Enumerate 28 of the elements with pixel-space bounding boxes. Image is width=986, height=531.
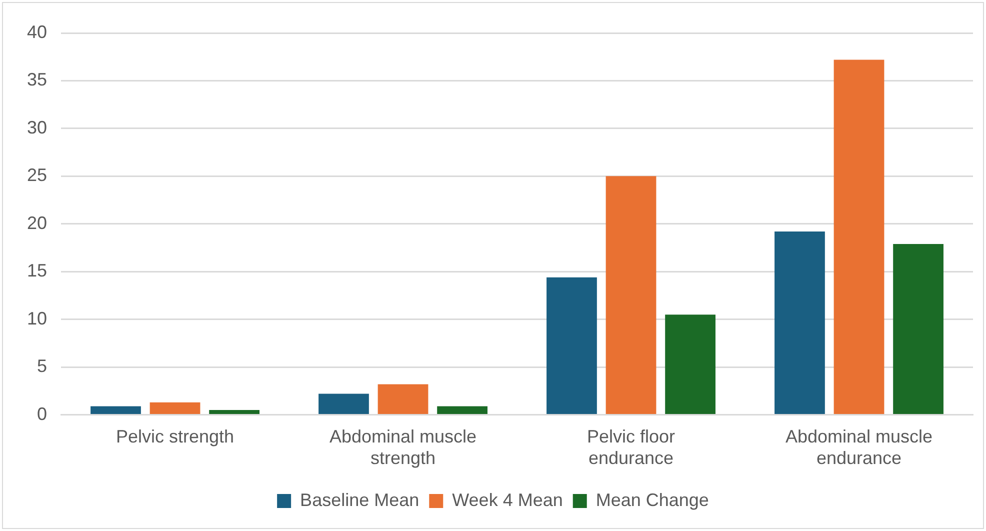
bar [774, 232, 825, 414]
legend-label: Mean Change [596, 490, 709, 510]
y-tick-label: 5 [37, 356, 48, 376]
y-tick-label: 20 [26, 212, 48, 233]
x-tick-label: Pelvic strength [116, 426, 234, 447]
bar [665, 314, 716, 414]
legend-label: Week 4 Mean [452, 490, 563, 510]
bar [318, 394, 369, 414]
bar [893, 244, 944, 414]
bar [90, 406, 141, 414]
bar [606, 176, 656, 414]
x-tick-label: Pelvic floor endurance [586, 426, 676, 468]
x-tick-label: Abdominal muscle endurance [785, 426, 933, 468]
y-tick-label: 15 [26, 260, 48, 281]
bar [437, 406, 488, 414]
x-tick-label: Abdominal muscle strength [329, 426, 477, 468]
y-tick-label: 25 [26, 165, 48, 186]
legend-label: Baseline Mean [300, 490, 420, 510]
y-tick-label: 40 [26, 22, 48, 42]
bar [834, 60, 884, 414]
y-tick-label: 35 [26, 70, 48, 90]
bar [209, 410, 260, 414]
bar [378, 384, 428, 414]
bar [546, 277, 597, 414]
y-tick-label: 10 [26, 308, 48, 328]
y-tick-label: 30 [26, 117, 48, 138]
bar [150, 402, 200, 414]
y-tick-label: 0 [37, 404, 48, 424]
